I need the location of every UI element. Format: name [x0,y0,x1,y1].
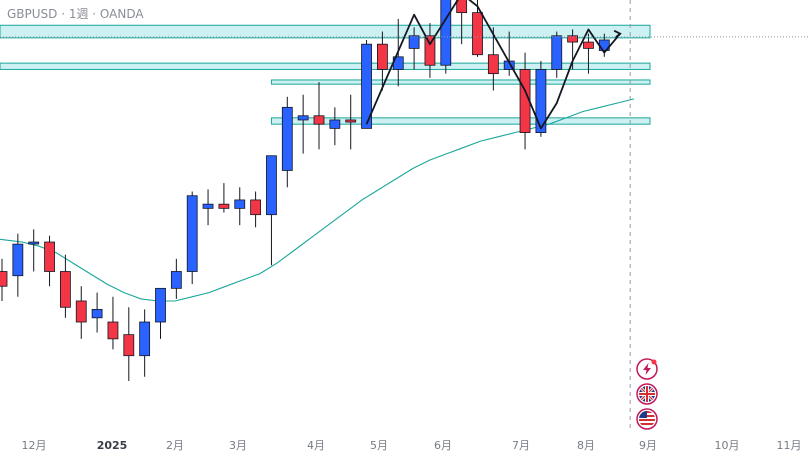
time-axis-label: 4月 [307,439,325,452]
support-resistance-zones [0,24,651,125]
candle [361,39,372,129]
pattern-line [365,0,621,130]
candle-body [139,321,151,357]
candle-body [456,0,468,14]
candle [281,96,293,188]
candle [170,258,182,299]
candle [297,94,309,154]
candle [487,27,499,91]
candle-body [551,35,563,70]
zone-4 [270,117,651,125]
candle [186,191,198,285]
candle-body [567,35,578,43]
candles [0,0,610,381]
candle [345,94,357,150]
candle [583,33,594,74]
candle [107,296,119,350]
candle-body [440,0,452,66]
candle [12,233,24,297]
candle-body [487,54,499,75]
candle [218,183,230,213]
candle-body [186,195,198,272]
candle-body [75,300,87,323]
time-axis-label: 2月 [166,439,184,452]
time-axis: 12月 2025 2月 3月 4月 5月 6月 7月 8月 9月 10月 11月 [22,439,802,452]
pattern-arrow-head [613,29,622,39]
candle-body [266,155,277,216]
symbol-title: GBPUSD · 1週 · OANDA [7,7,144,21]
time-axis-label: 6月 [434,439,452,452]
candle-body [155,287,166,323]
candle [28,229,40,272]
time-axis-label: 7月 [512,439,530,452]
candle-body [123,334,135,357]
time-axis-label: 8月 [577,439,595,452]
time-axis-label: 3月 [229,439,247,452]
candle-body [202,203,214,209]
candle [472,0,483,57]
candle [535,61,547,137]
candle-body [535,69,547,133]
candle-body [376,43,388,70]
candle-body [313,115,325,125]
uk-flag-icon[interactable] [636,383,658,405]
candle [376,31,388,91]
candle-body [250,199,262,216]
candle [329,107,341,146]
candle [551,31,563,78]
candle-body [44,241,55,272]
candle [123,307,135,381]
candle [139,309,151,377]
us-flag-icon[interactable] [636,408,658,430]
candle-body [170,271,182,289]
candle-body [329,119,341,129]
candle-body [218,203,230,209]
candle [75,286,87,339]
candle [91,292,103,333]
candle [424,23,436,78]
candle [456,0,468,45]
candle-body [424,35,436,66]
candle [313,82,325,150]
candle-body [281,106,293,171]
pattern-drawing [365,0,622,130]
candle [266,155,277,266]
candle-body [60,271,71,308]
candle [202,189,214,226]
candle-body [361,43,372,129]
candle-body [583,41,594,49]
zone-3 [270,79,651,85]
time-axis-label: 10月 [715,439,740,452]
candle [44,235,55,287]
time-axis-label: 2025 [97,439,128,452]
lightning-event-icon[interactable] [636,358,658,380]
candle-body [0,271,8,287]
zone-2 [0,62,651,70]
candle [0,258,8,301]
time-axis-label: 5月 [370,439,388,452]
candle-body [107,321,119,340]
candle [155,287,166,339]
candle-body [345,119,357,123]
candle-body [472,12,483,56]
candle-body [297,115,309,121]
candle [250,191,262,228]
crosshair [0,0,808,432]
zone-1 [0,24,651,39]
candle [440,0,452,74]
candle-body [28,241,40,245]
candle [234,187,246,226]
time-axis-label: 11月 [777,439,802,452]
candle-body [234,199,246,209]
time-axis-label: 12月 [22,439,47,452]
candle [408,27,420,70]
candle-body [12,243,24,277]
candle-body [91,308,103,319]
time-axis-label: 9月 [639,439,657,452]
candle [60,254,71,318]
candle-body [408,35,420,49]
